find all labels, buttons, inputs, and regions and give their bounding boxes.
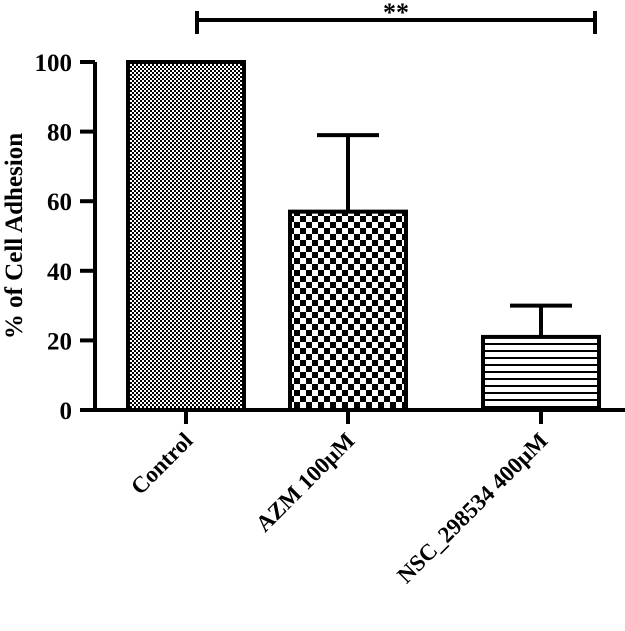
y-ticks: 0 20 40 60 80 100 — [35, 50, 95, 425]
bar-1 — [126, 60, 246, 412]
significance-bracket: ** — [195, 0, 597, 34]
significance-label: ** — [383, 0, 409, 27]
y-tick-label: 80 — [47, 120, 72, 147]
y-axis-label: % of Cell Adhesion — [1, 133, 28, 339]
error-bars — [317, 133, 572, 337]
x-category-label: Control — [126, 428, 198, 500]
x-category-label: AZM 100μM — [251, 428, 360, 537]
y-tick-label: 100 — [35, 50, 73, 77]
y-tick-label: 20 — [47, 328, 72, 355]
bar-3 — [481, 334, 601, 413]
category-labels: Control AZM 100μM NSC_298534 400μM — [126, 410, 553, 588]
x-category-label: NSC_298534 400μM — [392, 428, 552, 588]
y-tick-label: 0 — [60, 398, 73, 425]
y-tick-label: 40 — [47, 259, 72, 286]
bars — [126, 60, 601, 413]
bar-2 — [288, 209, 408, 412]
y-tick-label: 60 — [47, 189, 72, 216]
